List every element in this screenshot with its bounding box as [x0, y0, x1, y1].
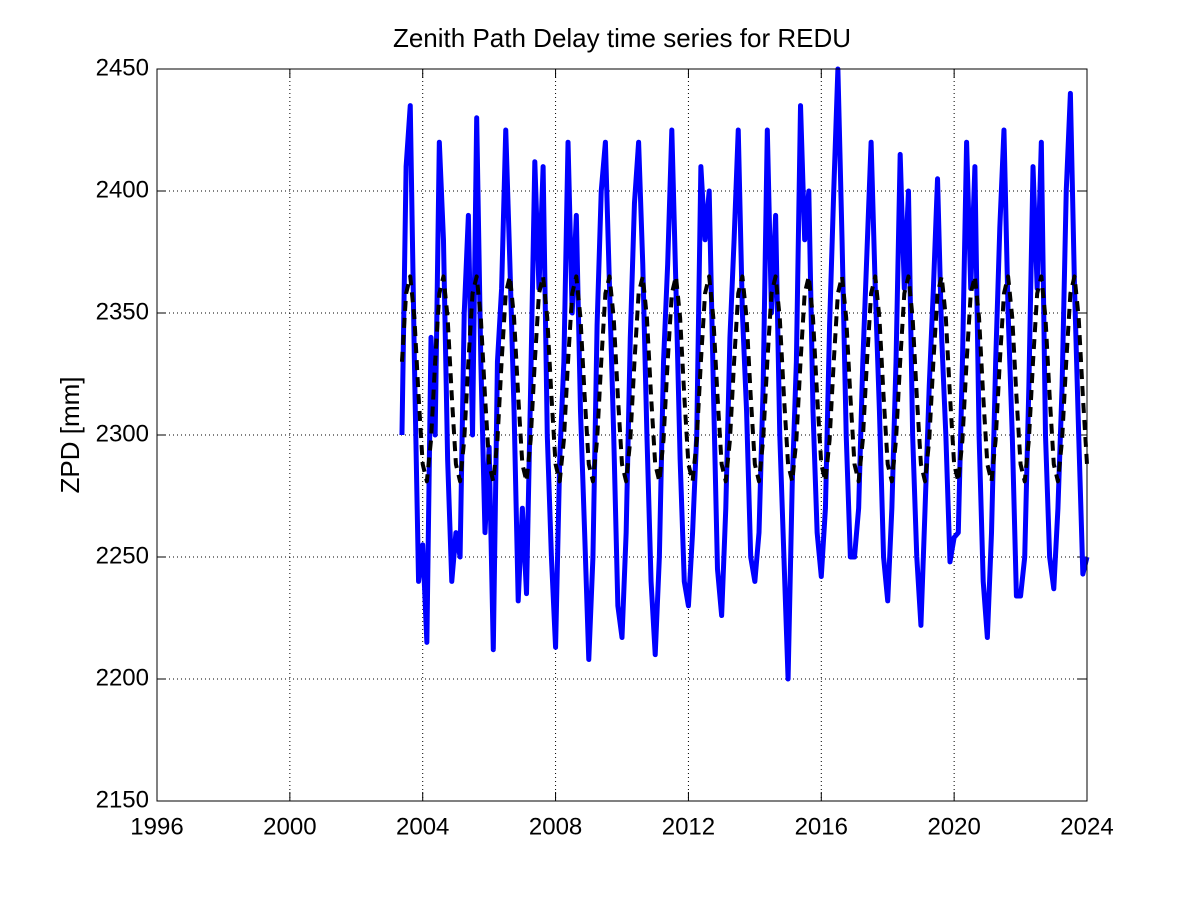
x-tick-label: 2000	[263, 813, 316, 840]
x-tick-label: 2016	[795, 813, 848, 840]
x-tick-label: 2012	[662, 813, 715, 840]
y-tick-label: 2350	[96, 298, 149, 325]
y-tick-label: 2250	[96, 542, 149, 569]
x-tick-label: 1996	[130, 813, 183, 840]
y-tick-label: 2200	[96, 664, 149, 691]
y-tick-label: 2450	[96, 54, 149, 81]
x-tick-label: 2004	[396, 813, 449, 840]
x-tick-label: 2008	[529, 813, 582, 840]
y-tick-label: 2300	[96, 420, 149, 447]
chart-title: Zenith Path Delay time series for REDU	[393, 23, 851, 53]
line-series	[399, 274, 1089, 484]
plot-frame	[156, 68, 1088, 802]
line-series	[399, 66, 1090, 682]
y-tick-label: 2150	[96, 786, 149, 813]
y-axis-label: ZPD [mm]	[55, 377, 85, 494]
y-tick-label: 2400	[96, 176, 149, 203]
x-tick-label: 2024	[1060, 813, 1113, 840]
x-tick-label: 2020	[927, 813, 980, 840]
